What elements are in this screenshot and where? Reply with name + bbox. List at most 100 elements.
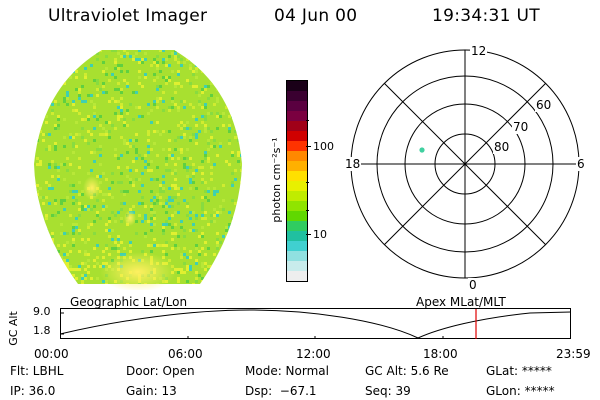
image-pixel xyxy=(90,208,93,211)
image-pixel xyxy=(210,130,213,133)
image-pixel xyxy=(30,184,33,187)
colorbar-segment xyxy=(287,101,307,111)
image-pixel xyxy=(153,196,156,199)
image-pixel xyxy=(171,214,174,217)
image-pixel xyxy=(48,202,51,205)
image-pixel xyxy=(243,199,246,202)
image-pixel xyxy=(195,124,198,127)
image-pixel xyxy=(159,97,162,100)
image-pixel xyxy=(207,265,210,268)
image-pixel xyxy=(120,97,123,100)
image-pixel xyxy=(225,226,228,229)
image-pixel xyxy=(210,172,213,175)
image-pixel xyxy=(207,280,210,283)
image-pixel xyxy=(57,178,60,181)
image-pixel xyxy=(108,229,111,232)
image-pixel xyxy=(42,253,45,256)
image-pixel xyxy=(105,178,108,181)
image-pixel xyxy=(135,106,138,109)
image-pixel xyxy=(117,211,120,214)
image-pixel xyxy=(192,133,195,136)
image-pixel xyxy=(237,133,240,136)
image-pixel xyxy=(240,76,242,79)
image-pixel xyxy=(204,268,207,271)
image-pixel xyxy=(207,142,210,145)
image-pixel xyxy=(63,145,66,148)
image-pixel xyxy=(102,82,105,85)
image-pixel xyxy=(228,226,231,229)
image-pixel xyxy=(147,169,150,172)
image-pixel xyxy=(87,55,90,58)
image-pixel xyxy=(108,253,111,256)
image-pixel xyxy=(57,259,60,262)
image-pixel xyxy=(195,136,198,139)
image-pixel xyxy=(234,217,237,220)
altitude-timeline[interactable] xyxy=(60,308,572,340)
image-pixel xyxy=(219,205,222,208)
image-pixel xyxy=(162,223,165,226)
image-pixel xyxy=(243,97,246,100)
image-pixel xyxy=(183,124,186,127)
image-pixel xyxy=(141,115,144,118)
image-pixel xyxy=(165,241,168,244)
image-pixel xyxy=(195,76,198,79)
image-pixel xyxy=(42,109,45,112)
image-pixel xyxy=(222,112,225,115)
image-pixel xyxy=(192,73,195,76)
image-pixel xyxy=(165,202,168,205)
image-pixel xyxy=(213,208,216,211)
image-pixel xyxy=(222,250,225,253)
image-pixel xyxy=(138,154,141,157)
image-pixel xyxy=(114,50,117,52)
image-pixel xyxy=(36,163,39,166)
image-pixel xyxy=(144,166,147,169)
image-pixel xyxy=(180,85,183,88)
image-pixel xyxy=(87,94,90,97)
image-pixel xyxy=(189,67,192,70)
colorbar-segment xyxy=(287,171,307,181)
image-pixel xyxy=(222,64,225,67)
image-pixel xyxy=(183,286,186,289)
image-pixel xyxy=(108,121,111,124)
image-pixel xyxy=(228,241,231,244)
image-pixel xyxy=(162,100,165,103)
image-pixel xyxy=(51,58,54,61)
image-pixel xyxy=(54,145,57,148)
image-pixel xyxy=(57,253,60,256)
image-pixel xyxy=(198,253,201,256)
image-pixel xyxy=(195,217,198,220)
image-pixel xyxy=(34,232,36,235)
image-pixel xyxy=(45,229,48,232)
image-pixel xyxy=(243,157,246,160)
image-pixel xyxy=(129,55,132,58)
image-pixel xyxy=(90,64,93,67)
image-pixel xyxy=(99,181,102,184)
image-pixel xyxy=(162,187,165,190)
image-pixel xyxy=(117,247,120,250)
image-pixel xyxy=(177,202,180,205)
image-pixel xyxy=(141,157,144,160)
image-pixel xyxy=(102,208,105,211)
image-pixel xyxy=(78,193,81,196)
image-pixel xyxy=(195,118,198,121)
image-pixel xyxy=(168,106,171,109)
image-pixel xyxy=(93,115,96,118)
image-pixel xyxy=(213,214,216,217)
image-pixel xyxy=(102,133,105,136)
image-pixel xyxy=(63,208,66,211)
image-pixel xyxy=(147,244,150,247)
image-pixel xyxy=(81,262,84,265)
image-pixel xyxy=(39,229,42,232)
image-pixel xyxy=(78,91,81,94)
image-pixel xyxy=(45,121,48,124)
image-pixel xyxy=(162,50,165,52)
image-pixel xyxy=(96,286,99,289)
image-pixel xyxy=(150,160,153,163)
image-pixel xyxy=(228,130,231,133)
image-pixel xyxy=(210,145,213,148)
image-pixel xyxy=(57,250,60,253)
image-pixel xyxy=(126,190,129,193)
image-pixel xyxy=(114,154,117,157)
timeline-ytick: 9.0 xyxy=(33,305,51,318)
image-pixel xyxy=(147,133,150,136)
